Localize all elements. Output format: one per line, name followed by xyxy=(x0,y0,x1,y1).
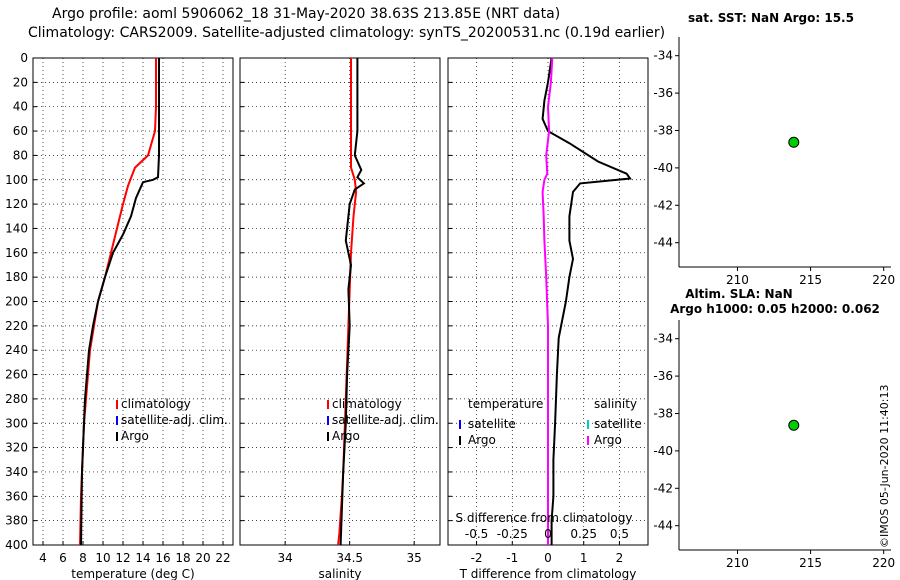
depth-tick-label-5: 100 xyxy=(5,173,28,187)
panel3-secondary-xtick-label-3: 0.25 xyxy=(570,527,597,541)
panel3-xtick-label-2: 0 xyxy=(544,551,552,565)
depth-tick-label-15: 300 xyxy=(5,416,28,430)
panel1-xtick-label-0: 4 xyxy=(39,551,47,565)
depth-tick-label-18: 360 xyxy=(5,489,28,503)
panel1-legend-label-0: climatology xyxy=(121,397,191,411)
depth-tick-label-1: 20 xyxy=(13,75,28,89)
map2-ytick-label-2: -38 xyxy=(653,406,673,420)
map1-ytick-label-3: -40 xyxy=(653,161,673,175)
map2-ytick-label-3: -40 xyxy=(653,444,673,458)
depth-tick-label-4: 80 xyxy=(13,148,28,162)
map1-ytick-label-0: -34 xyxy=(653,49,673,63)
figure-title-line-1: Argo profile: aoml 5906062_18 31-May-202… xyxy=(52,6,561,22)
panel3-xtick-label-1: -1 xyxy=(506,551,518,565)
depth-tick-label-13: 260 xyxy=(5,368,28,382)
map2-ytick-label-1: -36 xyxy=(653,369,673,383)
panel1-xtick-label-9: 22 xyxy=(215,551,230,565)
map1-ytick-label-1: -36 xyxy=(653,86,673,100)
map2-ytick-label-5: -44 xyxy=(653,519,673,533)
map1-title: sat. SST: NaN Argo: 15.5 xyxy=(688,11,854,25)
panel2-xtick-label-0: 34 xyxy=(278,551,293,565)
panel1-xtick-label-4: 12 xyxy=(115,551,130,565)
panel3-secondary-xtick-label-0: -0.5 xyxy=(465,527,488,541)
depth-tick-label-14: 280 xyxy=(5,392,28,406)
panel2-legend-label-2: Argo xyxy=(332,429,360,443)
panel1-xtick-label-5: 14 xyxy=(135,551,150,565)
depth-tick-label-3: 60 xyxy=(13,124,28,138)
depth-tick-label-11: 220 xyxy=(5,319,28,333)
panel3-secondary-xtick-label-4: 0.5 xyxy=(610,527,629,541)
panel1-xtick-label-1: 6 xyxy=(59,551,67,565)
map2-xtick-label-2: 220 xyxy=(872,556,895,570)
panel1-xtick-label-2: 8 xyxy=(79,551,87,565)
panel3-legend-temp-label-0: satellite xyxy=(468,417,516,431)
panel3-legend-sal-label-1: Argo xyxy=(594,433,622,447)
depth-tick-label-19: 380 xyxy=(5,514,28,528)
map1-ytick-label-5: -44 xyxy=(653,236,673,250)
panel3-legend-sal-label-0: satellite xyxy=(594,417,642,431)
depth-tick-label-17: 340 xyxy=(5,465,28,479)
panel2-legend-label-0: climatology xyxy=(332,397,402,411)
map1-ytick-label-4: -42 xyxy=(653,198,673,212)
depth-tick-label-0: 0 xyxy=(20,51,28,65)
panel2-series-argo xyxy=(339,58,366,546)
map2-xtick-label-0: 210 xyxy=(726,556,749,570)
depth-tick-label-7: 140 xyxy=(5,221,28,235)
panel3-xtick-label-0: -2 xyxy=(471,551,483,565)
panel3-series-salinity-argo xyxy=(541,57,554,545)
depth-tick-label-8: 160 xyxy=(5,246,28,260)
panel3-xtick-label-4: 2 xyxy=(616,551,624,565)
panel3-xlabel: T difference from climatology xyxy=(459,567,637,580)
panel3-secondary-xtick-label-2: 0 xyxy=(544,527,552,541)
panel3-secondary-xlabel: S difference from climatology xyxy=(456,511,633,525)
panel1-xtick-label-3: 10 xyxy=(95,551,110,565)
panel3-legend-sal-title: salinity xyxy=(594,397,637,411)
panel1-series-argo xyxy=(80,58,160,546)
panel3-legend-temp-label-1: Argo xyxy=(468,433,496,447)
panel2-legend-label-1: satellite-adj. clim. xyxy=(332,413,439,427)
map1-xtick-label-1: 215 xyxy=(799,273,822,287)
panel3-xtick-label-3: 1 xyxy=(580,551,588,565)
map1-xtick-label-0: 210 xyxy=(726,273,749,287)
panel2-xtick-label-1: 34.5 xyxy=(336,551,363,565)
panel1-xtick-label-7: 18 xyxy=(175,551,190,565)
map2-argo-position-marker xyxy=(788,419,800,431)
panel1-legend-label-2: Argo xyxy=(121,429,149,443)
panel3-series-temperature-argo xyxy=(541,57,632,545)
map2-ytick-label-0: -34 xyxy=(653,332,673,346)
depth-tick-label-16: 320 xyxy=(5,441,28,455)
panel1-legend-label-1: satellite-adj. clim. xyxy=(121,413,228,427)
depth-tick-label-10: 200 xyxy=(5,295,28,309)
figure-title-line-2: Climatology: CARS2009. Satellite-adjuste… xyxy=(28,25,666,41)
map2-subtitle: Argo h1000: 0.05 h2000: 0.062 xyxy=(670,302,880,316)
map2-title: Altim. SLA: NaN xyxy=(685,287,792,301)
depth-tick-label-2: 40 xyxy=(13,100,28,114)
depth-tick-label-20: 400 xyxy=(5,538,28,552)
panel1-xtick-label-6: 16 xyxy=(155,551,170,565)
depth-tick-label-6: 120 xyxy=(5,197,28,211)
panel1-xtick-label-8: 20 xyxy=(195,551,210,565)
panel3-legend-temp-title: temperature xyxy=(468,397,543,411)
map1-argo-position-marker xyxy=(788,136,800,148)
panel2-xlabel: salinity xyxy=(318,567,361,580)
depth-tick-label-9: 180 xyxy=(5,270,28,284)
depth-tick-label-12: 240 xyxy=(5,343,28,357)
map2-xtick-label-1: 215 xyxy=(799,556,822,570)
map2-ytick-label-4: -42 xyxy=(653,481,673,495)
map1-xtick-label-2: 220 xyxy=(872,273,895,287)
panel1-xlabel: temperature (deg C) xyxy=(71,567,194,580)
map1-ytick-label-2: -38 xyxy=(653,123,673,137)
panel2-xtick-label-2: 35 xyxy=(407,551,422,565)
imos-watermark: ©IMOS 05-Jun-2020 11:40:13 xyxy=(878,384,891,548)
panel3-secondary-xtick-label-1: -0.25 xyxy=(497,527,528,541)
